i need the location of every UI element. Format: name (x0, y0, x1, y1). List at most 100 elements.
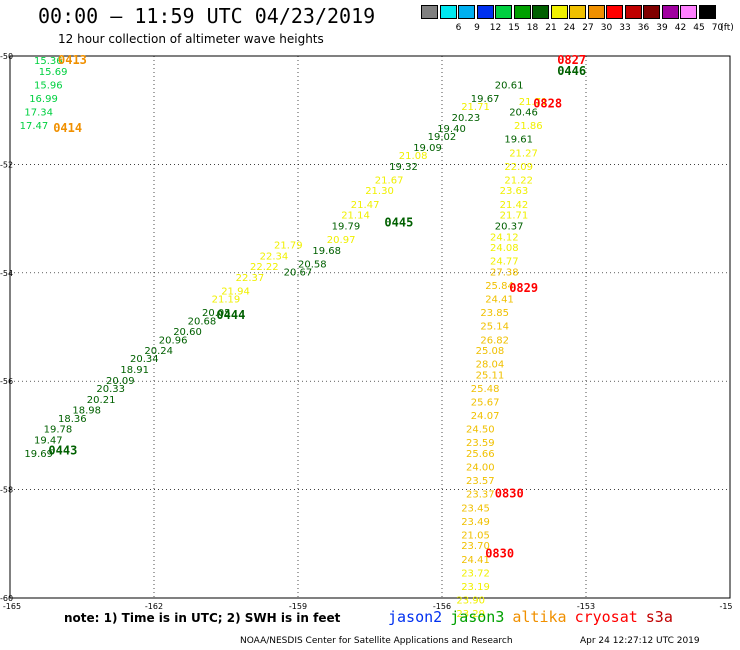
wave-height-value: 20.96 (159, 335, 188, 346)
wave-height-value: 21.08 (399, 151, 428, 162)
wave-height-value: 23.63 (500, 186, 529, 197)
scale-swatch (569, 5, 586, 19)
wave-height-value: 24.00 (466, 463, 495, 474)
scale-swatch (698, 5, 716, 19)
lat-tick-label: -52 (0, 160, 13, 169)
wave-height-value: 23.19 (461, 582, 490, 593)
scale-swatch (661, 5, 679, 19)
wave-height-value: 19.32 (389, 162, 418, 173)
wave-height-value: 23.72 (461, 568, 490, 579)
wave-height-value: 23.45 (461, 503, 490, 514)
wave-height-value: 21.67 (375, 175, 404, 186)
map-frame (9, 55, 731, 599)
pass-time-label: 0830 (495, 487, 524, 501)
wave-height-value: 23.85 (480, 308, 509, 319)
wave-height-value: 20.97 (327, 235, 356, 246)
wave-height-value: 23.29 (456, 609, 485, 620)
generated-timestamp: Apr 24 12:27:12 UTC 2019 (580, 636, 700, 646)
wave-height-value: 25.66 (466, 449, 495, 460)
scale-swatch (624, 5, 642, 19)
lon-tick-label: -153 (577, 602, 595, 611)
lat-tick-label: -58 (0, 486, 13, 495)
pass-time-label: 0829 (509, 281, 538, 295)
wave-height-value: 19.78 (44, 425, 73, 436)
satellite-legend: jason2 jason3 altika cryosat s3a (388, 608, 681, 626)
map-title: 00:00 — 11:59 UTC 04/23/2019 (38, 4, 376, 28)
scale-swatch (458, 5, 475, 19)
wave-height-value: 27.38 (490, 268, 519, 279)
lat-tick-label: -54 (0, 269, 13, 278)
wave-height-value: 21.27 (509, 148, 538, 159)
wave-height-value: 15.96 (34, 81, 63, 92)
lat-tick-label: -50 (0, 52, 13, 61)
scale-label: 9 (474, 23, 480, 33)
scale-swatch (587, 5, 605, 19)
scale-label: 21 (545, 23, 557, 33)
wave-height-value: 25.08 (476, 346, 505, 357)
scale-label: 42 (674, 23, 687, 33)
wave-height-value: 22.34 (260, 251, 289, 262)
wave-height-value: 20.33 (96, 384, 125, 395)
pass-time-label: 0446 (557, 64, 586, 78)
wave-height-value: 26.82 (480, 335, 509, 346)
legend-entry-s3a: s3a (645, 608, 673, 626)
wave-height-value: 22.37 (236, 273, 265, 284)
lon-tick-label: -156 (433, 602, 451, 611)
wave-height-value: 23.37 (466, 490, 495, 501)
wave-height-value: 25.67 (471, 398, 500, 409)
wave-height-value: 23.57 (466, 476, 495, 487)
wave-height-value: 25.48 (471, 384, 500, 395)
scale-label: 33 (619, 23, 631, 33)
wave-height-value: 21.71 (461, 102, 490, 113)
wave-height-value: 21.71 (519, 97, 548, 108)
wave-height-value: 21.71 (500, 211, 529, 222)
scale-label: 15 (508, 23, 520, 33)
wave-height-value: 25.11 (476, 370, 505, 381)
lon-tick-label: -159 (289, 602, 307, 611)
wave-height-value: 20.68 (188, 316, 217, 327)
pass-time-label: 0444 (216, 308, 245, 322)
wave-height-points: 19.69 19.4719.7818.3618.9820.2120.3320.09… (20, 56, 548, 620)
wave-height-value: 21.14 (341, 211, 370, 222)
map-grid (10, 56, 730, 598)
wave-height-value: 21.47 (351, 200, 380, 211)
wave-height-value: 21.05 (461, 530, 490, 541)
scale-swatch (550, 5, 568, 19)
scale-swatch (680, 5, 697, 19)
scale-swatch (643, 5, 660, 19)
wave-height-value: 22.22 (250, 262, 279, 273)
lon-tick-label: -165 (3, 602, 21, 611)
wave-height-value: 20.60 (173, 327, 202, 338)
pass-time-label: 0828 (533, 96, 562, 110)
wave-height-value: 21.22 (504, 175, 533, 186)
wave-height-value: 28.04 (476, 360, 505, 371)
wave-height-value: 16.99 (29, 94, 58, 105)
wave-height-value: 21.42 (500, 200, 529, 211)
wave-height-value: 25.14 (480, 322, 509, 333)
wave-height-value: 21.79 (274, 240, 303, 251)
wave-height-value: 24.77 (490, 257, 519, 268)
wave-height-value: 20.58 (298, 259, 327, 270)
wave-height-value: 19.02 (428, 132, 457, 143)
wave-height-value: 23.59 (466, 438, 495, 449)
scale-label: 27 (582, 23, 594, 33)
wave-height-value: 19.79 (332, 221, 361, 232)
wave-height-value: 20.67 (284, 268, 313, 279)
wave-height-value: 19.61 (504, 135, 533, 146)
wave-height-value: 24.07 (471, 411, 500, 422)
pass-time-label: 0413 (58, 53, 87, 67)
wave-height-value: 23.49 (461, 517, 490, 528)
wave-height-value: 19.40 (437, 124, 466, 135)
wave-height-value: 23.70 (461, 541, 490, 552)
scale-swatch (421, 5, 438, 19)
scale-label: 18 (526, 23, 539, 33)
scale-swatch (606, 5, 623, 19)
scale-label: 24 (563, 23, 576, 33)
wave-height-value: 25.84 (485, 281, 514, 292)
map-note: note: 1) Time is in UTC; 2) SWH is in fe… (64, 611, 341, 625)
legend-entry-jason3: jason3 (450, 608, 505, 626)
wave-height-value: 18.91 (120, 365, 149, 376)
scale-swatch (439, 5, 457, 19)
wave-height-value: 20.05 (202, 308, 231, 319)
